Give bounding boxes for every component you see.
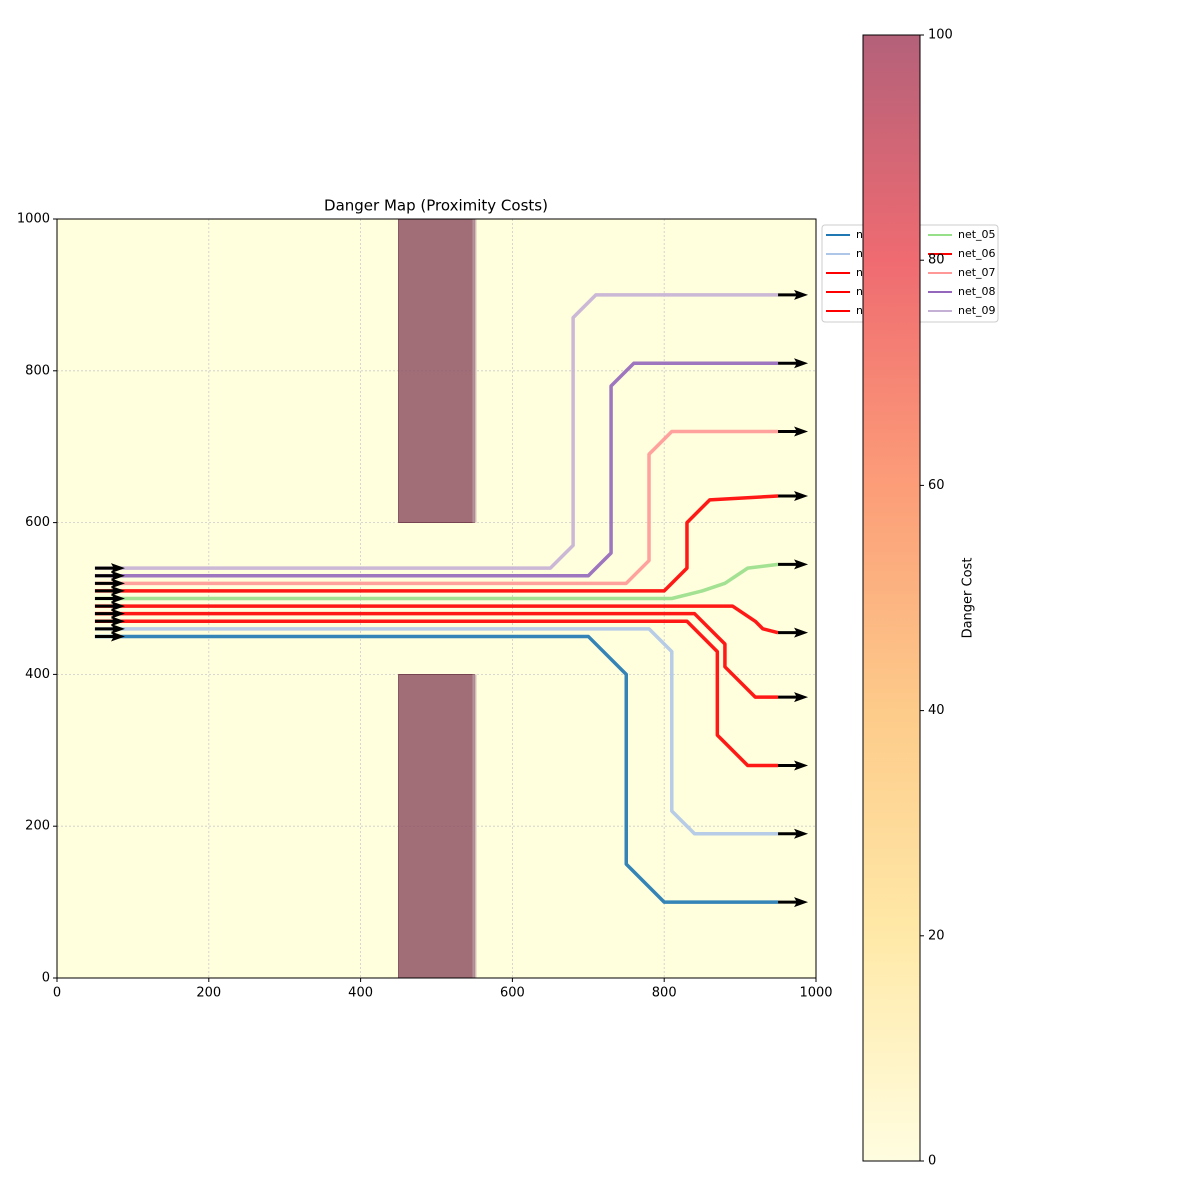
colorbar-tick-label: 100 (928, 28, 953, 43)
end-arrow (778, 426, 809, 437)
obstacle-edge (472, 219, 477, 523)
x-tick-label: 1000 (799, 986, 832, 1001)
y-tick-label: 0 (42, 971, 50, 986)
colorbar-tick-label: 0 (928, 1154, 936, 1169)
start-arrow (94, 601, 125, 612)
y-tick-label: 400 (25, 667, 50, 682)
net-route (94, 494, 779, 593)
net-route (94, 634, 779, 904)
x-tick-label: 200 (196, 986, 221, 1001)
legend-label: net_05 (958, 228, 996, 241)
chart-title: Danger Map (Proximity Costs) (324, 197, 548, 215)
end-arrow (778, 828, 809, 839)
obstacle (398, 674, 475, 979)
net-route (94, 562, 779, 601)
start-arrow (94, 570, 125, 581)
colorbar-tick-label: 20 (928, 928, 945, 943)
net-route (94, 604, 779, 635)
end-arrow (778, 559, 809, 570)
end-arrow (778, 289, 809, 300)
end-arrow (778, 760, 809, 771)
end-arrow (778, 491, 809, 502)
x-tick-label: 0 (53, 986, 61, 1001)
colorbar (862, 34, 921, 1162)
start-arrow (94, 608, 125, 619)
colorbar-tick-label: 60 (928, 478, 945, 493)
net-route (94, 611, 779, 699)
x-tick-label: 800 (652, 986, 677, 1001)
legend-label: net_07 (958, 266, 996, 279)
legend-label: net_08 (958, 285, 996, 298)
obstacle-edge (472, 674, 477, 978)
end-arrow (778, 358, 809, 369)
y-tick-label: 600 (25, 515, 50, 530)
net-route (94, 293, 779, 570)
obstacle (398, 218, 475, 524)
colorbar-label: Danger Cost (961, 558, 976, 639)
y-tick-label: 800 (25, 363, 50, 378)
colorbar-tick-label: 40 (928, 703, 945, 718)
start-arrow (94, 593, 125, 604)
start-arrow (94, 616, 125, 627)
legend-label: net_06 (958, 247, 996, 260)
y-tick-label: 200 (25, 819, 50, 834)
colorbar-tick-label: 80 (928, 253, 945, 268)
end-arrow (778, 627, 809, 638)
net-route (94, 361, 779, 578)
plot-frame (56, 218, 817, 979)
net-route (94, 627, 779, 836)
end-arrow (778, 897, 809, 908)
net-route (94, 619, 779, 768)
end-arrow (778, 692, 809, 703)
legend-label: net_09 (958, 304, 996, 317)
start-arrow (94, 585, 125, 596)
start-arrow (94, 623, 125, 634)
start-arrow (94, 578, 125, 589)
y-tick-label: 1000 (17, 212, 50, 227)
start-arrow (94, 563, 125, 574)
net-route (94, 429, 779, 586)
start-arrow (94, 631, 125, 642)
x-tick-label: 400 (348, 986, 373, 1001)
x-tick-label: 600 (500, 986, 525, 1001)
